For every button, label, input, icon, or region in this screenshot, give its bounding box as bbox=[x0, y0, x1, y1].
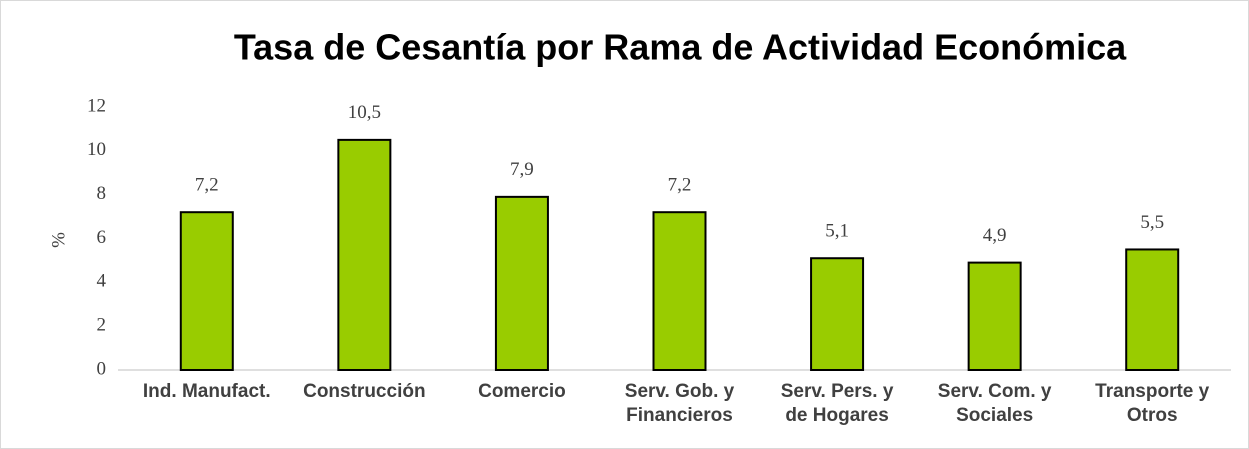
chart-title: Tasa de Cesantía por Rama de Actividad E… bbox=[234, 27, 1127, 68]
y-tick-label: 10 bbox=[87, 139, 106, 160]
data-label: 5,1 bbox=[825, 221, 849, 242]
bar bbox=[1125, 248, 1180, 371]
data-label: 4,9 bbox=[983, 225, 1007, 246]
data-label: 5,5 bbox=[1140, 212, 1164, 233]
x-tick-label: Serv. Com. y Sociales bbox=[937, 381, 1052, 426]
x-tick-label-box: Serv. Gob. y Financieros bbox=[600, 380, 760, 428]
x-tick-label: Ind. Manufact. bbox=[142, 381, 271, 402]
y-tick-label: 4 bbox=[97, 271, 107, 292]
x-tick-label-box: Ind. Manufact. bbox=[127, 380, 287, 404]
y-tick-label: 0 bbox=[97, 358, 107, 379]
x-tick-label-box: Transporte y Otros bbox=[1072, 380, 1232, 428]
x-tick-label: Transporte y Otros bbox=[1095, 381, 1210, 426]
bar bbox=[652, 211, 707, 371]
data-label: 7,2 bbox=[195, 175, 219, 196]
bar bbox=[967, 261, 1022, 372]
x-tick-label: Serv. Gob. y Financieros bbox=[624, 381, 735, 426]
bar bbox=[337, 138, 392, 371]
bar bbox=[179, 211, 234, 371]
data-label: 7,9 bbox=[510, 159, 534, 180]
y-tick-label: 12 bbox=[87, 95, 106, 116]
bar bbox=[810, 257, 865, 372]
y-tick-label: 8 bbox=[97, 183, 107, 204]
x-tick-label-box: Construcción bbox=[284, 380, 444, 404]
bar bbox=[494, 195, 549, 371]
data-label: 10,5 bbox=[348, 102, 381, 123]
x-tick-label: Serv. Pers. y de Hogares bbox=[780, 381, 894, 426]
y-tick-label: 6 bbox=[97, 227, 107, 248]
x-tick-label-box: Serv. Com. y Sociales bbox=[915, 380, 1075, 428]
y-tick-label: 2 bbox=[97, 315, 107, 336]
y-axis-label: % bbox=[48, 232, 69, 248]
x-tick-label: Comercio bbox=[478, 381, 566, 402]
x-tick-label-box: Comercio bbox=[442, 380, 602, 404]
data-label: 7,2 bbox=[668, 175, 692, 196]
x-tick-label: Construcción bbox=[303, 381, 426, 402]
x-tick-label-box: Serv. Pers. y de Hogares bbox=[757, 380, 917, 428]
